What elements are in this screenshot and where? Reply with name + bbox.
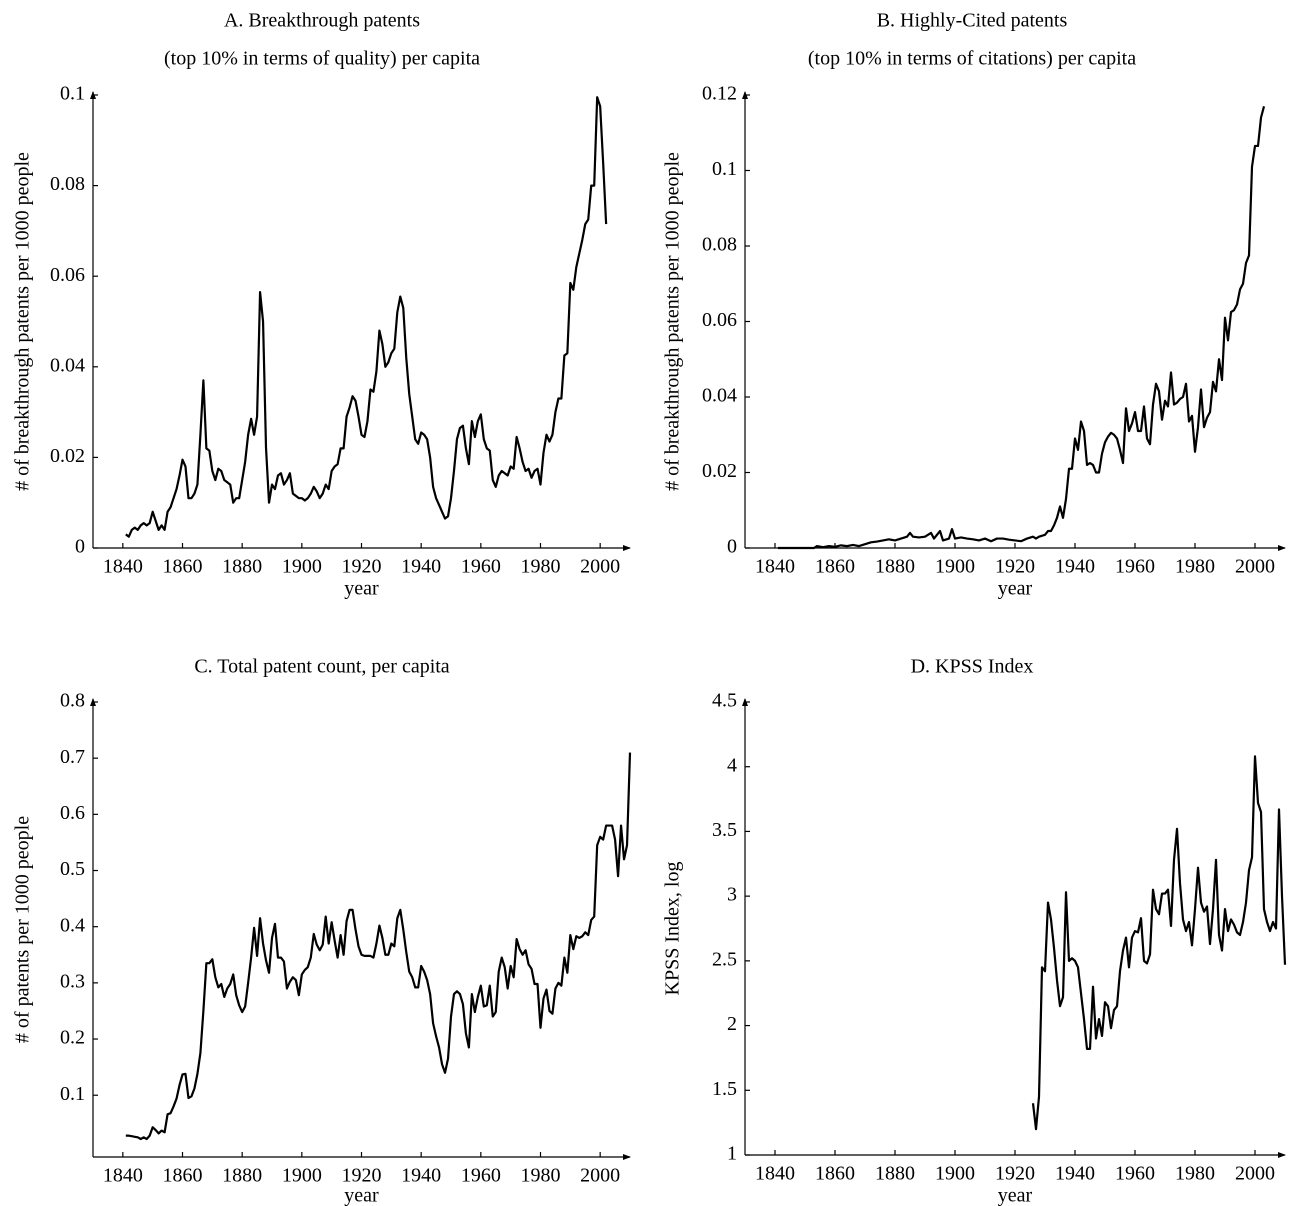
- y-tick-label: 0.08: [702, 234, 737, 256]
- panel: C. Total patent count, per capita 1840 186…: [12, 656, 632, 1206]
- data-line: [125, 96, 608, 538]
- y-tick-label: 0.06: [702, 309, 737, 331]
- y-tick-label: 0.8: [60, 690, 85, 712]
- x-tick-label: 1920: [995, 1163, 1035, 1185]
- x-tick-label: 1940: [1055, 1163, 1095, 1185]
- x-tick-label: 1880: [222, 1165, 262, 1187]
- y-axis-label: KPSS Index, log: [662, 862, 684, 996]
- x-tick-label: 1840: [755, 1163, 795, 1185]
- x-axis-label: year: [344, 578, 379, 600]
- x-tick-label: 1980: [1175, 556, 1215, 578]
- data-line: [1031, 755, 1287, 1131]
- x-tick-label: 1960: [1115, 556, 1155, 578]
- y-tick-label: 4: [727, 754, 737, 776]
- x-tick-label: 1840: [755, 556, 795, 578]
- x-tick-label: 1880: [222, 556, 262, 578]
- x-tick-label: 1960: [1115, 1163, 1155, 1185]
- x-tick-label: 1940: [1055, 556, 1095, 578]
- x-tick-label: 1860: [163, 1165, 203, 1187]
- x-tick-label: 1880: [875, 1163, 915, 1185]
- y-tick-label: 0: [75, 536, 85, 558]
- y-tick-label: 2.5: [712, 948, 737, 970]
- x-tick-label: 2000: [1235, 556, 1275, 578]
- panel: B. Highly-Cited patents (top 10% in terms…: [662, 10, 1286, 600]
- x-tick-label: 1860: [815, 1163, 855, 1185]
- panel: D. KPSS Index 1840 1860 1880 1900 1920 1940 196…: [662, 656, 1287, 1206]
- x-tick-label: 1840: [103, 556, 143, 578]
- y-tick-label: 0.04: [50, 354, 85, 376]
- x-tick-label: 1920: [342, 1165, 382, 1187]
- y-tick-label: 2: [727, 1013, 737, 1035]
- y-tick-label: 0.2: [60, 1027, 85, 1049]
- x-tick-label: 1860: [815, 556, 855, 578]
- x-tick-label: 1860: [163, 556, 203, 578]
- x-tick-label: 1940: [401, 556, 441, 578]
- x-tick-label: 1920: [995, 556, 1035, 578]
- y-tick-label: 3: [727, 884, 737, 906]
- chart-title: D. KPSS Index: [911, 656, 1034, 678]
- y-tick-label: 0.1: [60, 83, 85, 105]
- chart-title: B. Highly-Cited patents: [877, 10, 1068, 32]
- x-tick-label: 2000: [580, 556, 620, 578]
- y-tick-label: 0.02: [702, 460, 737, 482]
- chart-subtitle: (top 10% in terms of quality) per capita: [164, 48, 480, 70]
- x-tick-label: 1900: [935, 1163, 975, 1185]
- x-tick-label: 1960: [461, 1165, 501, 1187]
- y-tick-label: 0.6: [60, 802, 85, 824]
- y-axis-label: # of breakthrough patents per 1000 peopl…: [662, 152, 684, 491]
- y-tick-label: 0.02: [50, 445, 85, 467]
- y-tick-label: 0.12: [702, 83, 737, 105]
- y-tick-label: 1: [727, 1143, 737, 1165]
- x-tick-label: 2000: [580, 1165, 620, 1187]
- x-tick-label: 1880: [875, 556, 915, 578]
- x-tick-label: 1900: [282, 1165, 322, 1187]
- y-tick-label: 3.5: [712, 819, 737, 841]
- x-tick-label: 1980: [1175, 1163, 1215, 1185]
- x-tick-label: 2000: [1235, 1163, 1275, 1185]
- y-tick-label: 0.5: [60, 858, 85, 880]
- y-tick-label: 0.3: [60, 970, 85, 992]
- data-line: [778, 106, 1266, 550]
- panel: A. Breakthrough patents (top 10% in terms…: [12, 10, 631, 600]
- chart-title: C. Total patent count, per capita: [194, 656, 449, 678]
- y-tick-label: 0.06: [50, 264, 85, 286]
- x-tick-label: 1840: [103, 1165, 143, 1187]
- data-line: [125, 752, 632, 1141]
- y-tick-label: 0.4: [60, 914, 85, 936]
- y-axis-label: # of breakthrough patents per 1000 peopl…: [12, 152, 34, 491]
- y-tick-label: 0.08: [50, 173, 85, 195]
- x-tick-label: 1900: [282, 556, 322, 578]
- x-tick-label: 1940: [401, 1165, 441, 1187]
- y-tick-label: 0.7: [60, 746, 85, 768]
- x-tick-label: 1920: [342, 556, 382, 578]
- x-axis-label: year: [998, 578, 1033, 600]
- x-axis-label: year: [998, 1185, 1033, 1206]
- y-tick-label: 0: [727, 536, 737, 558]
- x-axis-label: year: [344, 1185, 379, 1206]
- y-tick-label: 4.5: [712, 690, 737, 712]
- y-tick-label: 1.5: [712, 1078, 737, 1100]
- y-tick-label: 0.04: [702, 385, 737, 407]
- x-tick-label: 1980: [521, 1165, 561, 1187]
- chart-title: A. Breakthrough patents: [224, 10, 420, 32]
- x-tick-label: 1980: [521, 556, 561, 578]
- y-tick-label: 0.1: [712, 158, 737, 180]
- x-tick-label: 1900: [935, 556, 975, 578]
- chart-subtitle: (top 10% in terms of citations) per capi…: [808, 48, 1136, 70]
- x-tick-label: 1960: [461, 556, 501, 578]
- y-axis-label: # of patents per 1000 people: [12, 816, 34, 1043]
- y-tick-label: 0.1: [60, 1083, 85, 1105]
